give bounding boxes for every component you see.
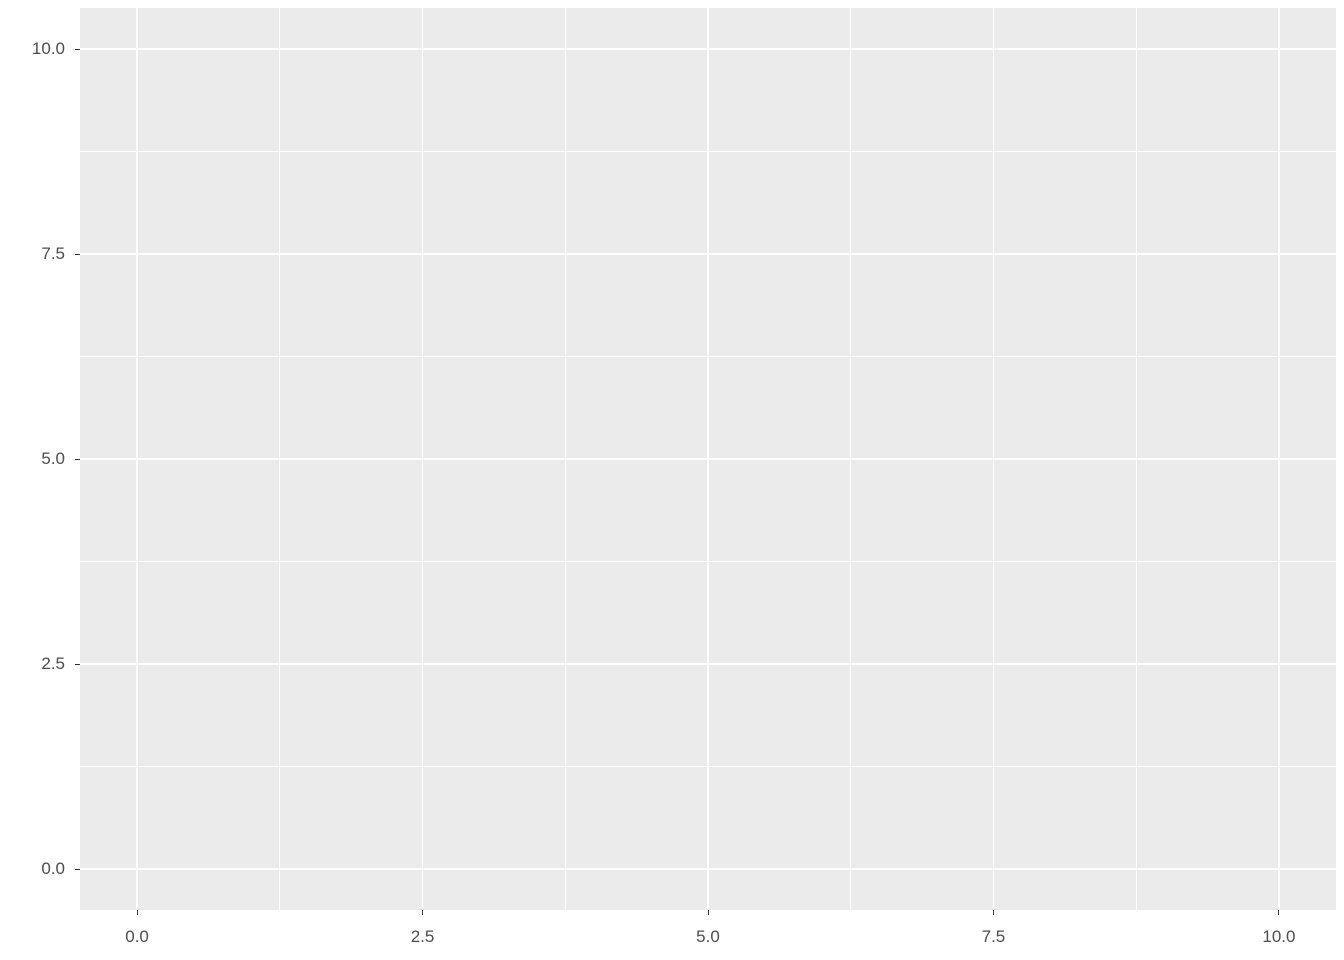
x-tick-mark [422,910,423,915]
x-tick-mark [1278,910,1279,915]
y-tick-label: 5.0 [41,449,65,469]
y-major-grid [80,663,1336,664]
x-tick-label: 5.0 [696,927,720,947]
x-tick-label: 2.5 [411,927,435,947]
x-tick-label: 7.5 [982,927,1006,947]
y-major-grid [80,458,1336,459]
x-tick-mark [137,910,138,915]
y-tick-mark [75,664,80,665]
x-tick-label: 10.0 [1262,927,1295,947]
x-tick-label: 0.0 [125,927,149,947]
chart-container: 0.0 2.5 5.0 7.5 10.0 0.0 2.5 5.0 7.5 10.0 [0,0,1344,960]
plot-panel [80,8,1336,910]
y-major-grid [80,868,1336,869]
y-major-grid [80,253,1336,254]
y-tick-mark [75,254,80,255]
y-tick-mark [75,49,80,50]
y-major-grid [80,48,1336,49]
x-tick-mark [993,910,994,915]
y-tick-mark [75,459,80,460]
y-tick-label: 2.5 [41,654,65,674]
y-tick-label: 10.0 [32,39,65,59]
y-tick-label: 0.0 [41,859,65,879]
x-tick-mark [708,910,709,915]
y-tick-mark [75,869,80,870]
y-tick-label: 7.5 [41,244,65,264]
